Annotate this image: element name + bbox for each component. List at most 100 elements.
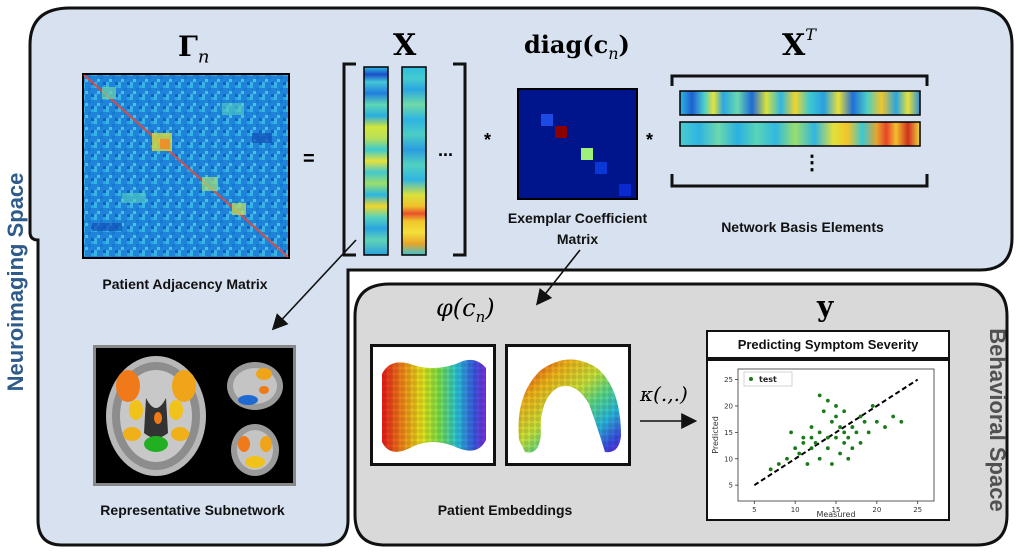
y-tick-label: 5 — [729, 482, 733, 490]
data-point — [891, 414, 896, 419]
data-point — [809, 435, 814, 440]
data-point — [874, 419, 879, 424]
coefficient-cell-5 — [619, 184, 631, 196]
x-tick-label: 15 — [832, 506, 841, 514]
data-point — [866, 430, 871, 435]
scatter-plot: 5 10 15 20 25 5 10 15 20 25 Measured Predicted test — [711, 368, 935, 519]
subnetwork-caption: Representative Subnetwork — [100, 502, 285, 518]
basis-caption: Network Basis Elements — [721, 219, 884, 235]
coefficient-matrix-bg — [517, 88, 638, 200]
data-point — [842, 441, 847, 445]
data-point — [834, 435, 838, 440]
data-point — [838, 425, 842, 429]
data-point — [854, 430, 859, 435]
x-label: X — [393, 28, 417, 63]
data-point — [834, 414, 838, 419]
data-point — [830, 419, 834, 424]
diag-label: diag(cn) — [524, 30, 630, 63]
x-column-1 — [363, 66, 389, 256]
xt-label: XT — [782, 25, 816, 63]
coefficient-cell-4 — [595, 162, 607, 174]
x-tick-label: 25 — [913, 506, 922, 514]
arrow-to-subnetwork — [271, 239, 357, 331]
data-point — [825, 398, 830, 403]
scatter-plot-frame: 5 10 15 20 25 5 10 15 20 25 Measured Predicted test — [706, 359, 950, 521]
x-matrix — [342, 62, 467, 257]
subnetwork-image — [93, 345, 296, 486]
xt-row-1 — [679, 90, 921, 116]
coefficient-cell-2 — [555, 126, 567, 138]
plot-title-box: Predicting Symptom Severity — [706, 330, 950, 359]
data-point — [858, 414, 863, 419]
gamma-n-label: Γn — [178, 30, 210, 68]
data-point — [825, 435, 830, 440]
adjacency-caption: Patient Adjacency Matrix — [102, 276, 268, 292]
data-point — [776, 462, 781, 466]
data-point — [797, 451, 802, 456]
data-point — [842, 409, 847, 414]
embedding-plot-2 — [505, 344, 631, 466]
data-point — [870, 404, 875, 408]
data-point — [801, 441, 806, 445]
data-point — [834, 404, 838, 408]
coefficient-cell-3 — [581, 148, 593, 160]
x-ellipsis: ... — [438, 140, 454, 160]
x-right-bracket — [453, 62, 467, 257]
arrow-to-embeddings — [536, 249, 581, 306]
y-tick-label: 25 — [724, 376, 733, 384]
embeddings-caption: Patient Embeddings — [437, 502, 573, 518]
data-point — [821, 409, 826, 414]
x-column-2 — [401, 66, 427, 256]
equals-sign: = — [303, 148, 315, 170]
data-point — [862, 419, 867, 424]
data-point — [817, 393, 822, 398]
xt-row-2 — [679, 121, 921, 147]
coefficient-caption-line-1: Exemplar Coefficient — [507, 210, 648, 226]
x-left-bracket — [342, 62, 356, 257]
data-point — [817, 430, 822, 435]
plot-title: Predicting Symptom Severity — [737, 337, 919, 352]
data-point — [805, 462, 810, 466]
data-point — [899, 419, 904, 424]
adjacency-matrix-heatmap — [82, 73, 290, 259]
legend-box — [743, 371, 793, 387]
y-tick-label: 20 — [724, 402, 733, 410]
data-point — [830, 462, 834, 466]
xt-vertical-ellipsis: ⋮ — [802, 152, 822, 174]
kappa-label: κ(.,.) — [640, 382, 688, 406]
adjacency-blocks — [92, 87, 272, 231]
data-point — [809, 425, 814, 429]
data-point — [785, 456, 789, 461]
data-point — [850, 446, 855, 451]
data-point — [793, 446, 798, 451]
xt-top-bracket — [670, 74, 929, 86]
y-tick-label: 15 — [724, 429, 733, 437]
legend-label: test — [759, 375, 777, 384]
x-axis-label: Measured — [816, 510, 855, 519]
xt-matrix — [670, 74, 929, 188]
data-point — [817, 456, 822, 461]
data-point — [858, 441, 863, 445]
coefficient-matrix — [517, 88, 638, 200]
xt-bottom-bracket — [670, 174, 929, 188]
coefficient-caption-line-2: Matrix — [556, 231, 599, 247]
legend-marker — [749, 377, 753, 381]
data-point — [850, 425, 855, 429]
fit-line — [753, 378, 919, 486]
embedding-plot-1 — [370, 344, 496, 466]
coefficient-cell-1 — [541, 114, 553, 126]
data-point — [789, 430, 793, 435]
data-point — [809, 446, 814, 451]
phi-label: φ(cn) — [436, 294, 495, 326]
data-point — [825, 446, 830, 451]
x-tick-label: 20 — [872, 506, 881, 514]
data-point — [842, 430, 847, 435]
multiply-star-2: * — [646, 130, 654, 150]
data-point — [883, 425, 887, 429]
data-point — [846, 435, 851, 440]
brain-axial-view — [106, 356, 206, 476]
y-axis-label: Predicted — [711, 416, 720, 454]
data-point — [801, 435, 806, 440]
x-tick-label: 10 — [791, 506, 800, 514]
